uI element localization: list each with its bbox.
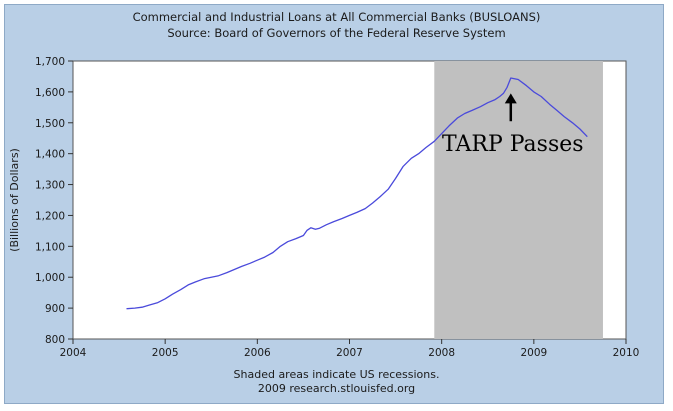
x-tick-label: 2004 <box>60 347 87 359</box>
y-tick-label: 1,600 <box>35 87 65 99</box>
y-tick-label: 1,100 <box>35 241 65 253</box>
x-tick-label: 2008 <box>428 347 455 359</box>
annotation-arrow-head <box>504 93 517 104</box>
x-tick-label: 2007 <box>336 347 363 359</box>
annotation-text: TARP Passes <box>442 132 584 157</box>
y-axis: 800 900 1,000 1,100 1,200 1,300 1,400 1,500 1,60… <box>35 56 73 346</box>
chart-subtitle: Source: Board of Governors of the Federa… <box>167 26 506 40</box>
recession-band <box>434 61 603 339</box>
x-tick-label: 2006 <box>244 347 271 359</box>
recession-shading-group <box>434 61 603 339</box>
y-axis-label: (Billions of Dollars) <box>8 148 21 252</box>
footnote-recessions: Shaded areas indicate US recessions. <box>233 368 440 381</box>
x-tick-label: 2009 <box>520 347 547 359</box>
y-tick-label: 1,700 <box>35 56 65 68</box>
chart-title: Commercial and Industrial Loans at All C… <box>132 10 541 24</box>
x-axis: 2004 2005 2006 2007 2008 2009 2010 <box>60 339 640 359</box>
tarp-annotation: TARP Passes <box>442 93 584 157</box>
series-line <box>126 77 588 310</box>
footnote-source: 2009 research.stlouisfed.org <box>257 382 416 395</box>
y-tick-label: 1,200 <box>35 210 65 222</box>
y-tick-label: 800 <box>45 334 65 346</box>
y-tick-label: 1,500 <box>35 118 65 130</box>
x-tick-label: 2005 <box>152 347 179 359</box>
y-tick-label: 1,000 <box>35 272 65 284</box>
y-tick-label: 1,300 <box>35 180 65 192</box>
y-tick-label: 900 <box>45 303 65 315</box>
series-group <box>126 77 588 310</box>
y-tick-label: 1,400 <box>35 149 65 161</box>
x-tick-label: 2010 <box>613 347 640 359</box>
